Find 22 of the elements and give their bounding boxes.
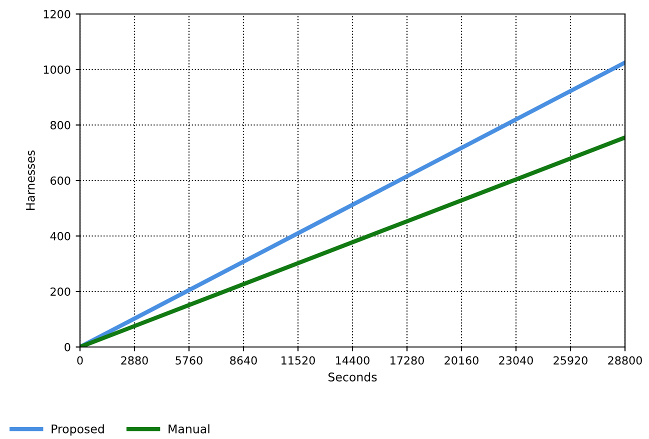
y-tick-label: 0 xyxy=(64,342,70,352)
x-tick-label: 28800 xyxy=(608,356,642,365)
x-tick-label: 5760 xyxy=(176,356,202,365)
y-axis-title: Harnesses xyxy=(26,150,35,210)
x-tick-label: 25920 xyxy=(554,356,588,365)
x-tick-label: 14400 xyxy=(336,356,370,365)
x-tick-label: 2880 xyxy=(121,356,148,365)
x-tick-label: 8640 xyxy=(230,356,257,365)
legend-label: Proposed xyxy=(52,424,104,436)
y-tick-label: 400 xyxy=(50,232,70,240)
x-tick-label: 0 xyxy=(77,356,83,365)
x-tick-label: 23040 xyxy=(499,356,533,365)
x-tick-label: 20160 xyxy=(444,356,478,365)
y-tick-label: 600 xyxy=(50,176,70,185)
y-tick-label: 200 xyxy=(50,287,70,296)
y-tick-label: 800 xyxy=(50,120,70,130)
legend-label: Manual xyxy=(168,424,210,434)
y-tick-label: 1200 xyxy=(44,10,70,18)
x-axis-title: Seconds xyxy=(328,372,377,382)
x-tick-label: 17280 xyxy=(390,356,424,365)
y-tick-label: 1000 xyxy=(44,65,70,74)
x-tick-label: 11520 xyxy=(282,356,315,365)
